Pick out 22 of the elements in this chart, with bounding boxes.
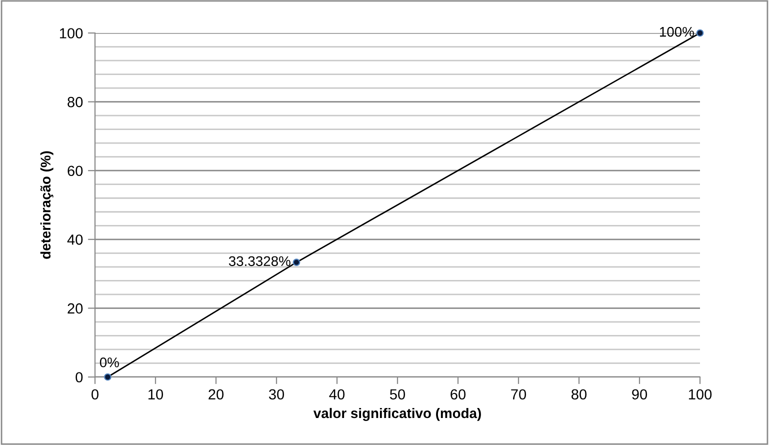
data-label: 33.3328%	[228, 256, 290, 266]
y-tick-label: 40	[67, 234, 83, 245]
y-tick-label: 80	[68, 96, 83, 108]
x-tick-label: 100	[688, 389, 712, 400]
y-tick-label: 60	[68, 166, 83, 176]
x-axis-title: valor significativo (moda)	[313, 408, 481, 421]
data-label: 100%	[660, 26, 694, 37]
x-tick-label: 70	[511, 389, 526, 400]
data-label: 0%	[100, 357, 119, 368]
x-tick-label: 10	[148, 389, 164, 400]
x-tick-label: 40	[329, 389, 345, 400]
x-tick-label: 80	[572, 389, 587, 400]
x-tick-label: 60	[450, 389, 466, 400]
x-tick-label: 30	[268, 389, 284, 400]
y-tick-label: 20	[68, 303, 83, 314]
y-axis-title: deterioração (%)	[40, 151, 54, 259]
x-tick-label: 0	[92, 389, 98, 400]
y-tick-label: 100	[60, 28, 83, 38]
x-tick-label: 50	[390, 389, 406, 400]
x-tick-label: 90	[632, 389, 648, 400]
x-tick-label: 20	[208, 389, 224, 400]
y-tick-label: 0	[76, 372, 83, 382]
